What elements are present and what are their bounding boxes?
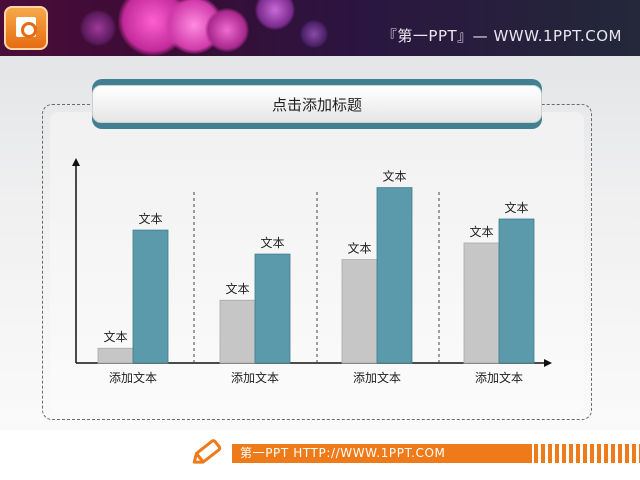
data-label: 文本 bbox=[103, 329, 127, 344]
ppt-logo-icon bbox=[4, 6, 48, 50]
header-site-text: 『第一PPT』— WWW.1PPT.COM bbox=[381, 27, 622, 45]
bar bbox=[254, 253, 291, 364]
header-banner: 『第一PPT』— WWW.1PPT.COM bbox=[0, 0, 640, 56]
bar bbox=[97, 347, 134, 364]
bokeh-light bbox=[300, 20, 328, 48]
category-label: 添加文本 bbox=[231, 370, 279, 385]
x-axis-arrow bbox=[544, 359, 552, 367]
bar bbox=[463, 242, 500, 364]
title-box[interactable]: 点击添加标题 bbox=[92, 85, 542, 123]
bar bbox=[132, 229, 169, 364]
data-label: 文本 bbox=[225, 281, 249, 296]
slide-title: 点击添加标题 bbox=[271, 95, 362, 114]
data-label: 文本 bbox=[138, 211, 162, 226]
bar bbox=[341, 259, 378, 364]
pencil-icon bbox=[192, 439, 222, 464]
data-label: 文本 bbox=[347, 241, 371, 256]
bokeh-light bbox=[205, 8, 249, 52]
footer-site-bar: 第一PPT HTTP://WWW.1PPT.COM bbox=[232, 444, 532, 463]
category-label: 添加文本 bbox=[353, 370, 401, 385]
bar bbox=[376, 187, 413, 364]
bokeh-light bbox=[80, 10, 116, 46]
bar bbox=[219, 299, 256, 364]
footer-stripes bbox=[534, 444, 640, 463]
data-label: 文本 bbox=[260, 235, 284, 250]
bar bbox=[498, 218, 535, 364]
category-label: 添加文本 bbox=[109, 370, 157, 385]
y-axis-arrow bbox=[72, 158, 80, 166]
data-label: 文本 bbox=[469, 224, 493, 239]
category-label: 添加文本 bbox=[475, 370, 523, 385]
data-label: 文本 bbox=[382, 169, 406, 184]
data-label: 文本 bbox=[504, 200, 528, 215]
